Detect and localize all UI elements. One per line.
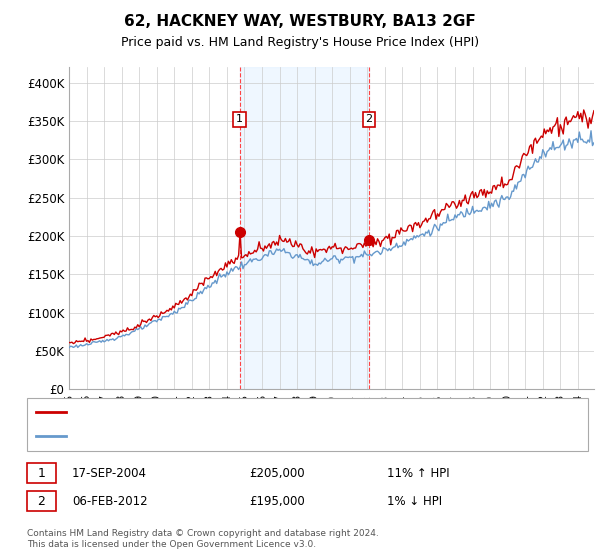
Text: 1% ↓ HPI: 1% ↓ HPI xyxy=(387,494,442,508)
Text: Contains HM Land Registry data © Crown copyright and database right 2024.
This d: Contains HM Land Registry data © Crown c… xyxy=(27,529,379,549)
Text: 2: 2 xyxy=(365,114,373,124)
Text: 62, HACKNEY WAY, WESTBURY, BA13 2GF (semi-detached house): 62, HACKNEY WAY, WESTBURY, BA13 2GF (sem… xyxy=(72,408,428,418)
Text: Price paid vs. HM Land Registry's House Price Index (HPI): Price paid vs. HM Land Registry's House … xyxy=(121,36,479,49)
Text: 2: 2 xyxy=(37,494,46,508)
Text: 11% ↑ HPI: 11% ↑ HPI xyxy=(387,466,449,480)
Text: 1: 1 xyxy=(37,466,46,480)
Text: HPI: Average price, semi-detached house, Wiltshire: HPI: Average price, semi-detached house,… xyxy=(72,431,352,441)
Text: 06-FEB-2012: 06-FEB-2012 xyxy=(72,494,148,508)
Text: £195,000: £195,000 xyxy=(249,494,305,508)
Text: 1: 1 xyxy=(236,114,243,124)
Text: £205,000: £205,000 xyxy=(249,466,305,480)
Text: 17-SEP-2004: 17-SEP-2004 xyxy=(72,466,147,480)
Text: 62, HACKNEY WAY, WESTBURY, BA13 2GF: 62, HACKNEY WAY, WESTBURY, BA13 2GF xyxy=(124,14,476,29)
